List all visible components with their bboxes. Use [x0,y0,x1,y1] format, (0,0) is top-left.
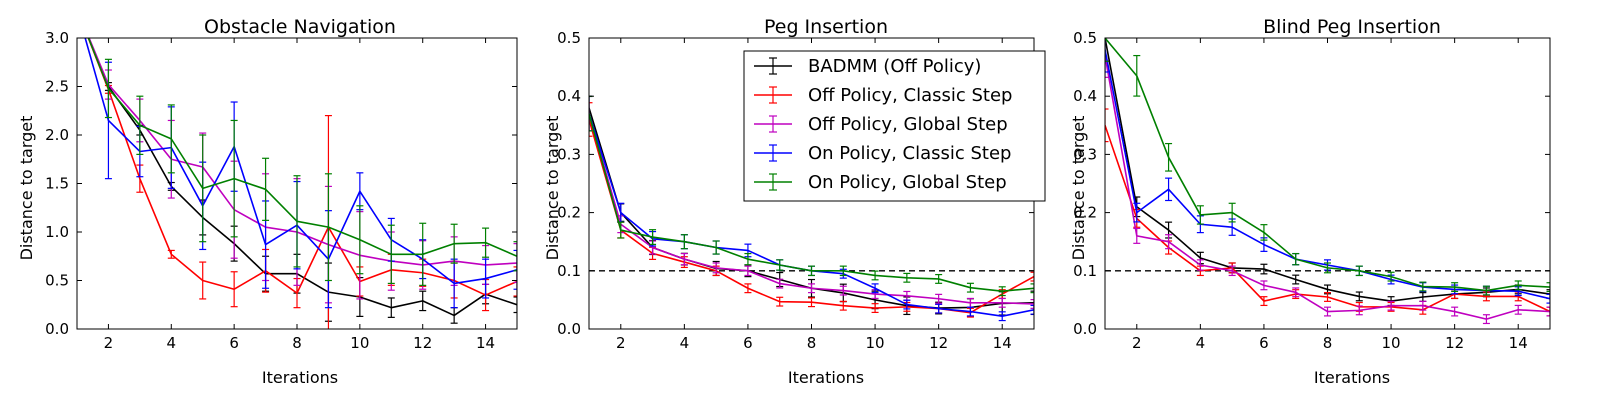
x-tick-label: 12 [1445,334,1464,352]
legend-entry-on-classic: On Policy, Classic Step [754,143,1011,164]
x-axis-label: Iterations [262,368,338,387]
x-tick-label: 4 [1196,334,1206,352]
y-tick-label: 0.2 [557,204,581,222]
x-tick-label: 8 [292,334,302,352]
y-tick-label: 0.3 [557,145,581,163]
y-tick-label: 0.1 [557,262,581,280]
series-2 [589,95,1034,309]
x-tick-label: 10 [350,334,369,352]
series-line [87,38,517,257]
x-tick-label: 8 [807,334,817,352]
y-tick-label: 1.0 [45,223,69,241]
legend-label: BADMM (Off Policy) [808,56,981,77]
y-axis-label: Distance to target [1069,116,1088,261]
x-tick-label: 14 [476,334,495,352]
y-tick-label: 0.1 [1073,262,1097,280]
legend-entry-off-global: Off Policy, Global Step [754,114,1008,135]
legend-box [743,50,1046,202]
panel-title: Obstacle Navigation [204,16,396,38]
y-tick-label: 0.3 [1073,145,1097,163]
legend-entry-off-classic: Off Policy, Classic Step [754,85,1012,106]
series-4 [1105,38,1550,296]
series-line [1105,125,1550,313]
y-tick-label: 0.5 [45,272,69,290]
x-tick-label: 6 [1259,334,1269,352]
series-line [589,113,1034,305]
x-tick-label: 12 [413,334,432,352]
y-tick-label: 1.5 [45,175,69,193]
series-3 [1105,38,1550,304]
y-axis-label: Distance to target [543,116,562,261]
series-line [1105,38,1550,302]
panel-title: Peg Insertion [764,16,888,38]
series-line [1105,55,1550,320]
x-tick-label: 8 [1323,334,1333,352]
panel-peg-insertion: Peg Insertion Iterations Distance to tar… [543,16,1035,387]
series-line [589,113,1034,292]
legend-label: Off Policy, Global Step [808,114,1008,135]
y-tick-label: 0.0 [45,320,69,338]
x-tick-label: 10 [1382,334,1401,352]
legend-swatch [754,86,792,104]
y-tick-label: 0.5 [557,29,581,47]
x-tick-label: 6 [743,334,753,352]
series-layer [589,95,1034,322]
series-2 [1105,38,1550,325]
x-tick-label: 6 [229,334,239,352]
panel-obstacle-navigation: Obstacle Navigation Iterations Distance … [17,16,518,387]
x-axis-label: Iterations [788,368,864,387]
series-1 [87,38,517,329]
y-tick-label: 0.4 [557,87,581,105]
series-line [87,38,517,296]
legend-entry-on-global: On Policy, Global Step [754,172,1007,193]
legend-entry-badmm: BADMM (Off Policy) [754,56,981,77]
x-tick-label: 2 [104,334,114,352]
x-tick-label: 4 [167,334,177,352]
y-axis-label: Distance to target [17,116,36,261]
series-4 [87,38,517,286]
x-tick-label: 2 [1132,334,1142,352]
panel-title: Blind Peg Insertion [1263,16,1441,38]
legend-swatch [754,115,792,133]
y-tick-label: 0.0 [557,320,581,338]
legend-label: Off Policy, Classic Step [808,85,1012,106]
y-tick-label: 0.0 [1073,320,1097,338]
series-layer [1105,38,1550,325]
series-layer [84,38,517,329]
series-line [1105,38,1550,292]
legend: BADMM (Off Policy) Off Policy, Classic S… [743,50,1046,202]
x-tick-label: 2 [616,334,626,352]
y-tick-label: 0.2 [1073,204,1097,222]
y-tick-label: 2.0 [45,126,69,144]
legend-swatch [754,57,792,75]
series-4 [589,95,1034,297]
y-tick-label: 0.5 [1073,29,1097,47]
legend-swatch [754,173,792,191]
x-tick-label: 4 [680,334,690,352]
y-tick-label: 0.4 [1073,87,1097,105]
legend-label: On Policy, Classic Step [808,143,1011,164]
x-tick-label: 14 [1509,334,1528,352]
y-tick-label: 2.5 [45,78,69,96]
x-axis-label: Iterations [1314,368,1390,387]
legend-label: On Policy, Global Step [808,172,1007,193]
panel-blind-peg-insertion: Blind Peg Insertion Iterations Distance … [1069,16,1551,387]
legend-swatch [754,144,792,162]
x-tick-label: 10 [866,334,885,352]
x-tick-label: 12 [929,334,948,352]
x-tick-label: 14 [993,334,1012,352]
y-tick-label: 3.0 [45,29,69,47]
